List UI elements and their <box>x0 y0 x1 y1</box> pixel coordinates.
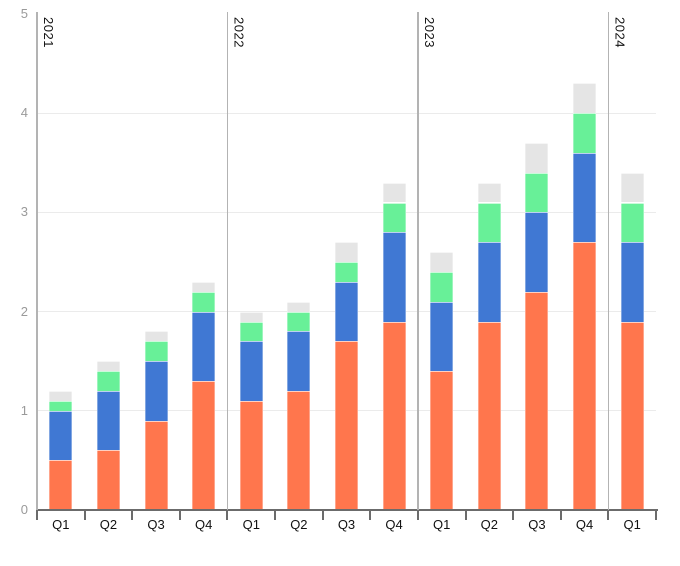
bar-segment-gray[interactable] <box>192 281 216 292</box>
x-axis-label: Q1 <box>433 517 451 532</box>
bar-segment-orange[interactable] <box>573 242 597 510</box>
year-label: 2021 <box>41 17 56 48</box>
bar-segment-gray[interactable] <box>239 311 263 322</box>
year-separator-line <box>607 12 610 510</box>
bar-segment-green[interactable] <box>525 172 549 213</box>
bar-segment-blue[interactable] <box>335 281 358 342</box>
year-label: 2024 <box>612 17 628 48</box>
bar-segment-blue[interactable] <box>620 242 644 322</box>
bar-segment-green[interactable] <box>620 202 644 243</box>
bar-segment-orange[interactable] <box>620 321 644 510</box>
x-axis-label: Q2 <box>290 517 308 532</box>
y-axis-label: 1 <box>20 402 28 418</box>
plot-area <box>37 14 656 510</box>
axis-tick <box>416 510 419 520</box>
bar-segment-blue[interactable] <box>192 311 216 382</box>
axis-tick <box>36 510 38 520</box>
bar-segment-orange[interactable] <box>96 450 120 510</box>
bar-segment-gray[interactable] <box>96 361 120 372</box>
bar-segment-green[interactable] <box>192 291 216 312</box>
y-axis-label: 5 <box>20 6 28 21</box>
x-axis-label: Q1 <box>623 517 641 532</box>
bar-segment-blue[interactable] <box>477 242 501 322</box>
bar-segment-gray[interactable] <box>430 252 454 272</box>
year-separator-line <box>417 12 419 510</box>
bar-segment-blue[interactable] <box>96 390 120 451</box>
bar-segment-orange[interactable] <box>382 321 406 510</box>
bar-segment-gray[interactable] <box>382 182 406 203</box>
bar-segment-gray[interactable] <box>525 142 549 173</box>
x-axis-label: Q3 <box>528 517 546 532</box>
axis-tick <box>226 510 229 520</box>
x-axis-label: Q1 <box>52 517 70 532</box>
x-axis-line <box>36 509 658 511</box>
bar-segment-orange[interactable] <box>192 381 216 510</box>
bar-segment-orange[interactable] <box>239 400 263 510</box>
axis-tick <box>464 510 467 520</box>
x-axis-label: Q1 <box>242 517 260 532</box>
bar-segment-orange[interactable] <box>477 321 501 510</box>
bar-segment-blue[interactable] <box>49 410 73 461</box>
axis-tick <box>321 510 324 520</box>
bar-segment-blue[interactable] <box>144 361 168 421</box>
x-axis-label: Q2 <box>99 517 118 532</box>
axis-tick <box>83 510 86 520</box>
year-separator-line <box>226 12 229 510</box>
bar-segment-gray[interactable] <box>620 172 644 203</box>
bar-segment-blue[interactable] <box>239 341 263 401</box>
axis-tick <box>512 510 515 520</box>
bar-segment-orange[interactable] <box>287 390 311 510</box>
bar-segment-green[interactable] <box>239 321 263 342</box>
bar-segment-gray[interactable] <box>573 83 597 114</box>
bar-segment-blue[interactable] <box>287 331 311 391</box>
x-axis-label: Q3 <box>147 517 165 532</box>
bar-segment-gray[interactable] <box>477 182 501 203</box>
axis-tick <box>559 510 562 520</box>
year-label: 2023 <box>421 17 437 48</box>
bar-segment-gray[interactable] <box>144 331 168 342</box>
axis-tick <box>655 510 657 520</box>
bar-segment-orange[interactable] <box>144 420 168 510</box>
bar-segment-blue[interactable] <box>573 152 597 243</box>
axis-tick <box>131 510 134 520</box>
bar-segment-blue[interactable] <box>382 232 406 322</box>
x-axis-label: Q3 <box>337 517 356 532</box>
bar-segment-green[interactable] <box>287 311 311 332</box>
bar-segment-green[interactable] <box>430 271 454 302</box>
axis-tick <box>369 510 372 520</box>
y-axis-label: 3 <box>20 204 28 220</box>
x-axis-label: Q2 <box>480 517 498 532</box>
axis-tick <box>274 510 277 520</box>
bar-segment-green[interactable] <box>382 202 406 233</box>
bar-segment-orange[interactable] <box>335 341 358 510</box>
bar-segment-green[interactable] <box>477 202 501 243</box>
y-axis-label: 4 <box>20 105 28 121</box>
gridline <box>37 211 656 213</box>
axis-tick <box>607 510 610 520</box>
bar-segment-green[interactable] <box>573 113 597 153</box>
year-separator-line <box>36 12 38 510</box>
bar-segment-gray[interactable] <box>287 301 311 312</box>
gridline <box>37 112 656 114</box>
bar-segment-orange[interactable] <box>430 371 454 510</box>
x-axis-label: Q4 <box>575 517 594 532</box>
bar-segment-green[interactable] <box>335 262 358 282</box>
x-axis-label: Q4 <box>385 517 403 532</box>
bar-segment-orange[interactable] <box>49 460 73 510</box>
x-axis-label: Q4 <box>194 517 213 532</box>
bar-segment-blue[interactable] <box>525 212 549 292</box>
y-axis-label: 2 <box>20 303 28 319</box>
bar-segment-green[interactable] <box>144 341 168 362</box>
y-axis-label: 0 <box>20 502 28 517</box>
bar-segment-green[interactable] <box>96 371 120 391</box>
bar-segment-gray[interactable] <box>49 390 73 401</box>
bar-segment-green[interactable] <box>49 400 73 411</box>
bar-segment-orange[interactable] <box>525 291 549 510</box>
axis-tick <box>178 510 181 520</box>
year-label: 2022 <box>231 17 247 48</box>
bar-segment-gray[interactable] <box>335 242 358 262</box>
bar-segment-blue[interactable] <box>430 301 454 372</box>
